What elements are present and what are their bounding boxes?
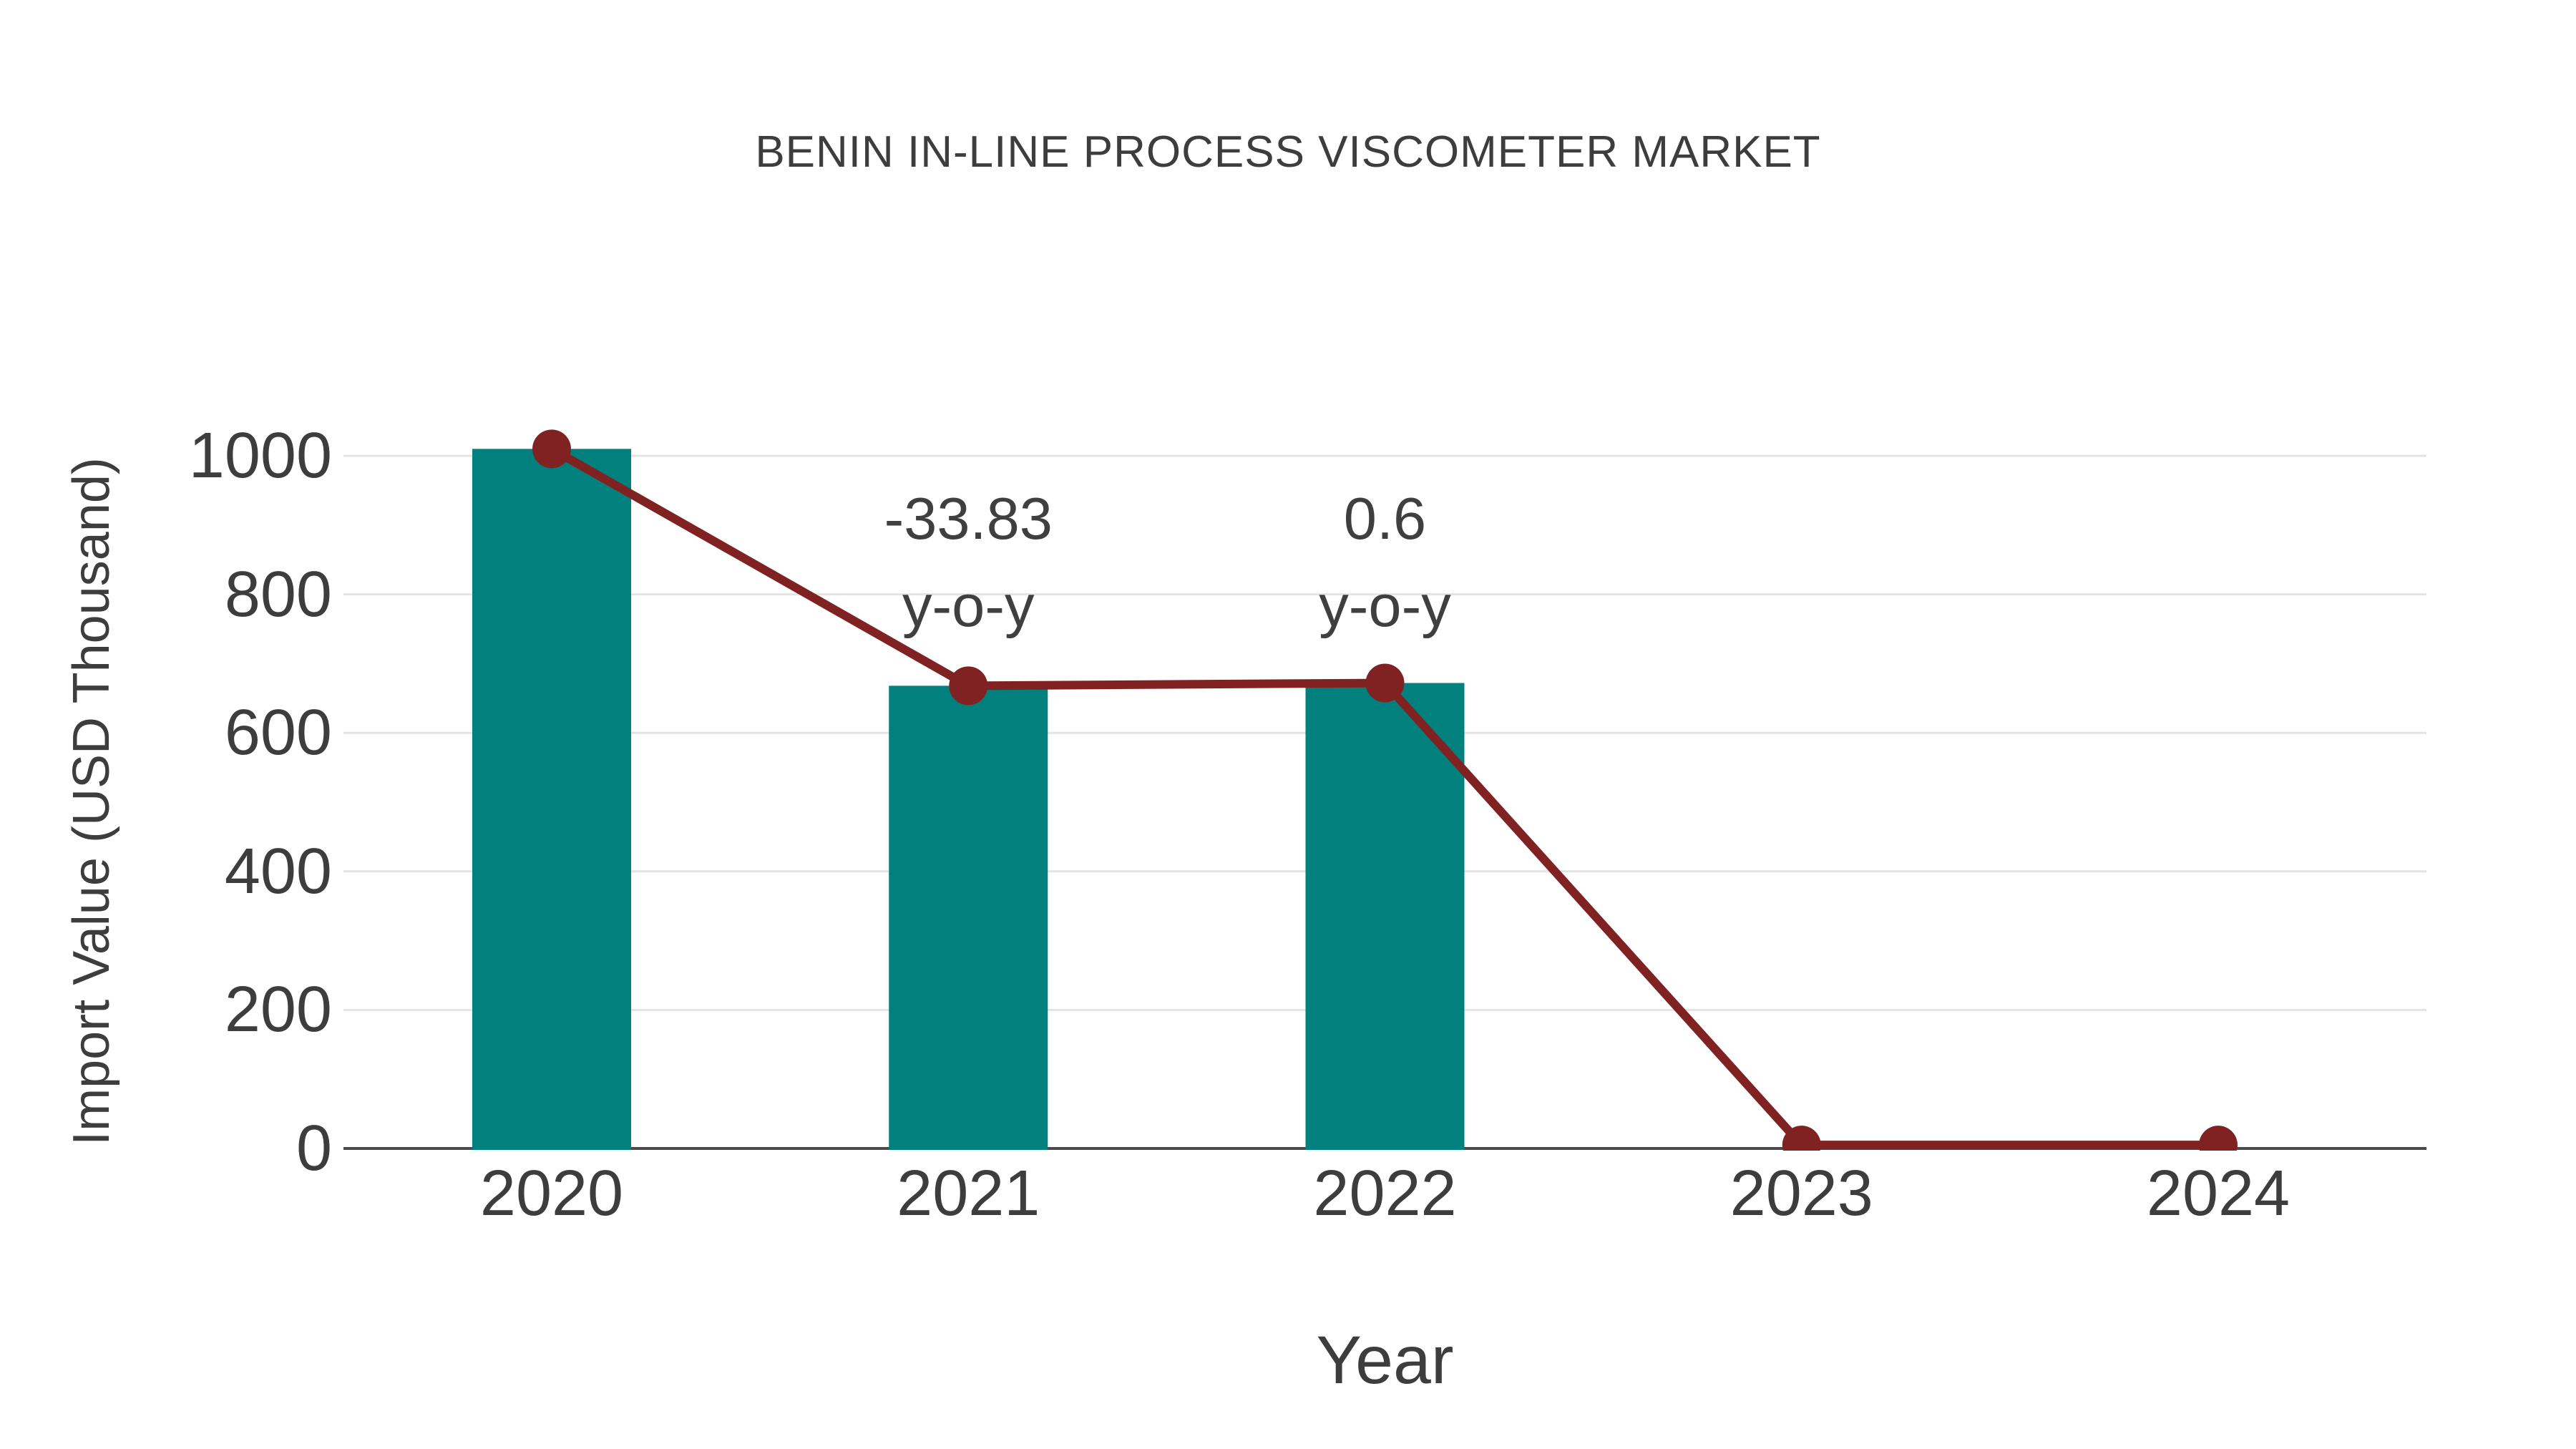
annotation-line: y-o-y [1319,572,1451,639]
plot-area [343,429,2426,1151]
bar [889,686,1048,1150]
annotation-line: y-o-y [902,572,1035,639]
bar [1305,683,1465,1150]
y-tick-label: 600 [224,697,332,769]
y-tick-label: 400 [224,835,332,907]
x-axis-title: Year [1316,1322,1454,1398]
y-tick-label: 800 [224,558,332,630]
annotation-line: -33.83 [884,485,1053,552]
y-tick-label: 200 [224,974,332,1046]
y-axis-title: Import Value (USD Thousand) [63,457,120,1146]
data-point-marker [532,429,571,469]
annotation: 0.6 y-o-y [1156,475,1614,650]
x-tick-label: 2021 [897,1158,1040,1229]
chart-title: BENIN IN-LINE PROCESS VISCOMETER MARKET [755,127,1821,177]
bar [472,449,631,1150]
y-tick-label: 0 [296,1113,332,1184]
x-tick-label: 2024 [2146,1158,2290,1229]
y-tick-label: 1000 [188,420,332,492]
x-tick-label: 2023 [1729,1158,1873,1229]
annotation: -33.83 y-o-y [739,475,1197,650]
x-tick-label: 2022 [1313,1158,1457,1229]
data-point-marker [1365,663,1405,703]
annotation-line: 0.6 [1343,485,1427,552]
x-tick-label: 2020 [479,1158,624,1229]
data-point-marker [2199,1126,2238,1151]
data-point-marker [949,666,988,706]
data-point-marker [1782,1126,1821,1151]
